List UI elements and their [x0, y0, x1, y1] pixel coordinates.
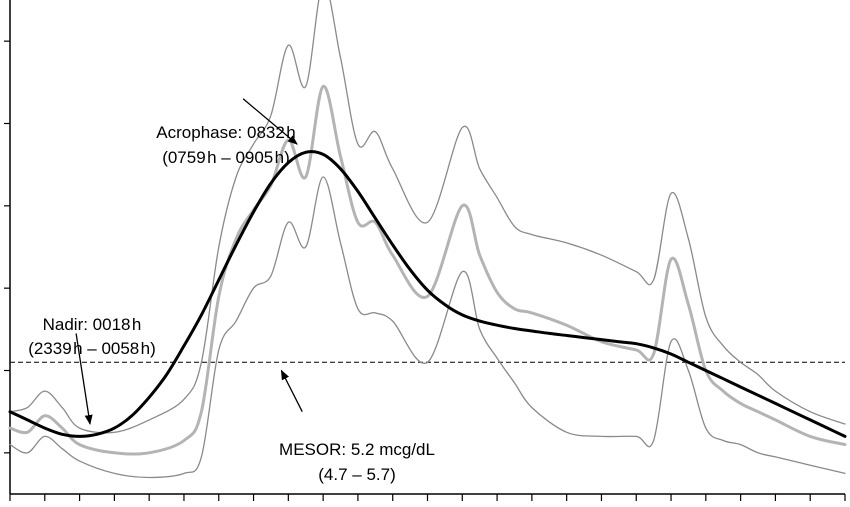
y-ticks: [4, 40, 10, 454]
nadir-label: Nadir: 0018 h: [43, 315, 142, 334]
x-ticks: [9, 494, 846, 501]
lower-band-line: [9, 176, 846, 479]
mesor-ci: (4.7 – 5.7): [318, 465, 396, 484]
upper-band-line: [9, 0, 846, 434]
observed-mean-line: [8, 84, 847, 456]
mesor-label: MESOR: 5.2 mcg/dL: [279, 440, 435, 459]
nadir-ci: (2339 h – 0058 h): [28, 339, 156, 358]
acrophase-label: Acrophase: 0832 h: [156, 123, 295, 142]
series-group: [8, 0, 847, 479]
arrows-group: [75, 98, 303, 426]
acrophase-arrow: [242, 98, 298, 145]
cosinor-fit-line: [8, 150, 847, 438]
nadir-arrow: [75, 333, 93, 426]
mesor-arrow: [280, 369, 303, 412]
axes: [9, 0, 845, 495]
acrophase-ci: (0759 h – 0905 h): [162, 148, 290, 167]
